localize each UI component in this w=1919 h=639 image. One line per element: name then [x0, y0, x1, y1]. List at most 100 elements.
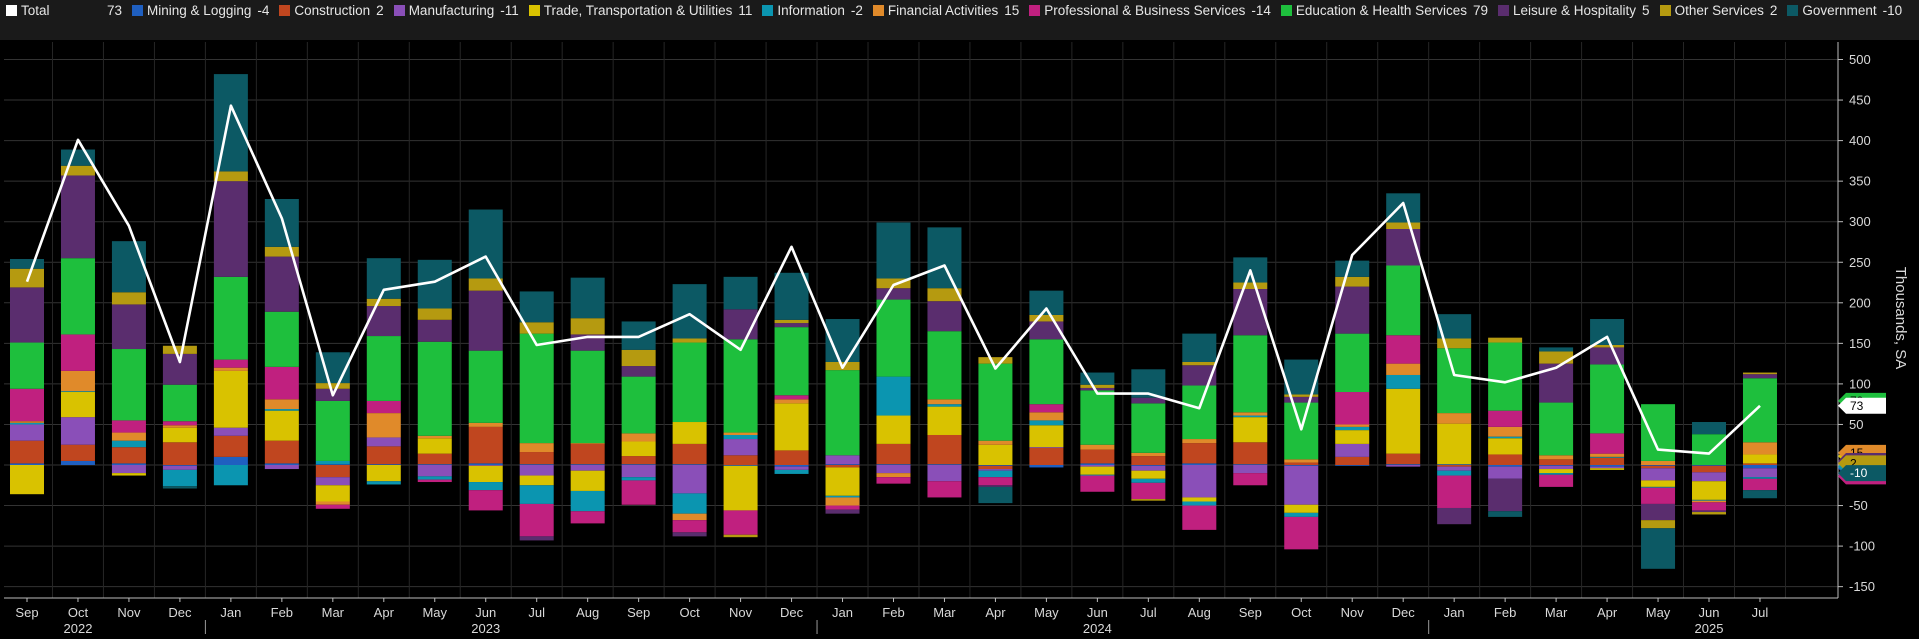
- bar-segment: [1692, 434, 1727, 465]
- bar-segment: [468, 290, 503, 351]
- bar-segment: [1742, 490, 1777, 499]
- legend-value: -4: [257, 3, 270, 18]
- bar-segment: [1029, 321, 1064, 340]
- bar-segment: [621, 349, 656, 367]
- x-tick-label: Sep: [627, 605, 650, 620]
- value-tag: -10: [1838, 465, 1886, 482]
- legend-label: Total: [21, 3, 50, 18]
- legend-label: Trade, Transportation & Utilities: [543, 3, 733, 18]
- bar-segment: [1131, 465, 1166, 466]
- bar-segment: [1742, 468, 1777, 478]
- bar-segment: [1488, 438, 1523, 455]
- bar-segment: [1182, 333, 1217, 363]
- bar-segment: [417, 438, 452, 454]
- legend-label: Professional & Business Services: [1044, 3, 1246, 18]
- bar-segment: [1029, 447, 1064, 448]
- bar-segment: [468, 422, 503, 427]
- bar-segment: [264, 463, 299, 465]
- x-tick-label: Jul: [528, 605, 545, 620]
- legend-swatch: [393, 5, 405, 16]
- value-tag-shape: [1838, 465, 1886, 482]
- bar-segment: [111, 465, 146, 474]
- bar-segment: [1692, 502, 1727, 511]
- bar-segment: [264, 465, 299, 470]
- bar-segment: [10, 421, 44, 423]
- bar-segment: [111, 241, 146, 293]
- bar-segment: [366, 306, 401, 337]
- bar-segment: [570, 443, 605, 465]
- bar-segment: [10, 342, 44, 389]
- legend-item: Construction 2: [279, 2, 384, 19]
- bar-segment: [1641, 465, 1676, 466]
- bar-segment: [927, 406, 962, 435]
- bar-segment: [1437, 466, 1472, 471]
- bar-segment: [1029, 447, 1064, 465]
- bar-segment: [1437, 507, 1472, 525]
- bar-segment: [825, 505, 860, 510]
- x-tick-label: Oct: [679, 605, 700, 620]
- bar-segment: [315, 400, 350, 461]
- bar-segment: [162, 421, 197, 426]
- bar-segment: [672, 342, 707, 423]
- bar-segment: [1284, 512, 1319, 517]
- bar-segment: [315, 464, 350, 465]
- bar-segment: [1692, 481, 1727, 500]
- bar-segment: [213, 370, 248, 428]
- y-tick-label: -100: [1849, 539, 1875, 554]
- x-tick-label: Sep: [15, 605, 38, 620]
- bar-segment: [774, 272, 809, 320]
- bar-segment: [1233, 415, 1268, 418]
- bar-segment: [1590, 466, 1625, 469]
- legend-item: Professional & Business Services -14: [1029, 2, 1271, 19]
- bar-segment: [111, 304, 146, 350]
- bar-segment: [1488, 342, 1523, 411]
- bar-segment: [315, 477, 350, 486]
- axes-layer: 500450400350300250200150100500-50-100-15…: [4, 42, 1875, 636]
- bar-segment: [1182, 439, 1217, 444]
- bar-segment: [417, 453, 452, 465]
- bar-segment: [570, 318, 605, 335]
- bar-segment: [1233, 464, 1268, 465]
- bar-segment: [162, 465, 197, 470]
- bar-segment: [621, 480, 656, 505]
- x-year-label: 2022: [64, 621, 93, 636]
- x-tick-label: Mar: [1545, 605, 1568, 620]
- bar-segment: [1641, 460, 1676, 465]
- bar-segment: [1488, 511, 1523, 517]
- bar-segment: [876, 464, 911, 465]
- bar-segment: [10, 287, 44, 343]
- bar-segment: [519, 475, 554, 486]
- bar-segment: [60, 444, 95, 461]
- x-tick-label: Jun: [1699, 605, 1720, 620]
- bar-segment: [1590, 468, 1625, 470]
- bar-segment: [1284, 504, 1319, 513]
- bar-segment: [876, 443, 911, 465]
- total-line-layer: [25, 104, 1761, 455]
- y-tick-label: 300: [1849, 214, 1871, 229]
- bar-segment: [621, 441, 656, 457]
- legend-swatch: [1029, 5, 1041, 16]
- legend-item: Information -2: [762, 2, 863, 19]
- bar-segment: [1641, 520, 1676, 529]
- value-tag-shape: [1838, 397, 1886, 414]
- bar-segment: [723, 465, 758, 511]
- bar-segment: [672, 443, 707, 465]
- bar-segment: [1742, 374, 1777, 379]
- bar-segment: [1437, 465, 1472, 467]
- legend-swatch: [1497, 5, 1509, 16]
- bar-segment: [774, 403, 809, 451]
- bar-segment: [876, 477, 911, 484]
- bar-segment: [519, 536, 554, 541]
- bar-segment: [1080, 444, 1115, 450]
- bar-segment: [1335, 443, 1370, 457]
- bar-segment: [621, 433, 656, 442]
- bar-segment: [213, 465, 248, 486]
- bar-segment: [366, 446, 401, 465]
- bar-segment: [468, 490, 503, 511]
- bar-segment: [366, 465, 401, 482]
- bar-segment: [111, 432, 146, 441]
- bar-segment: [111, 420, 146, 433]
- bar-segment: [519, 322, 554, 334]
- bar-segment: [723, 339, 758, 433]
